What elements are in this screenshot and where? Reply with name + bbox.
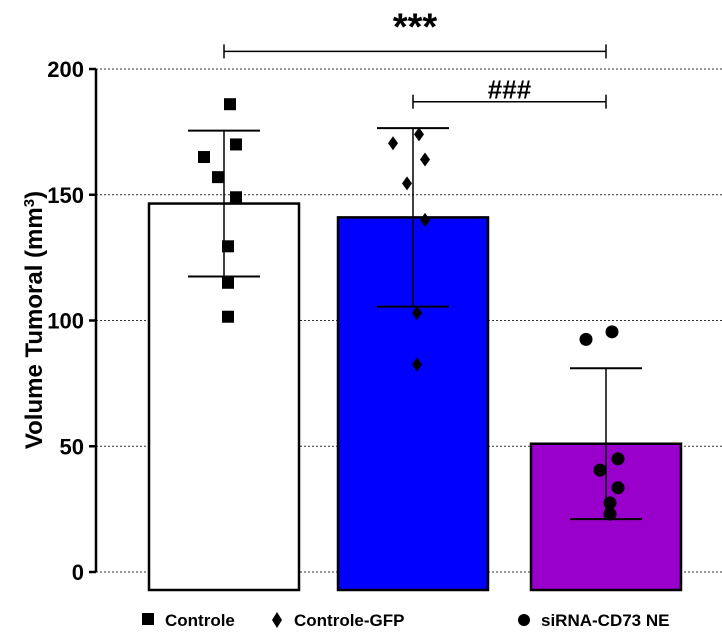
data-point [388,136,398,150]
data-point [612,481,625,494]
data-point [222,311,234,323]
y-axis-label: Volume Tumoral (mm3) [21,191,49,449]
data-point [222,277,234,289]
data-point [414,127,424,141]
data-point [612,452,625,465]
y-axis-label-main: Volume Tumoral (mm [21,207,48,449]
y-axis-label-close: ) [21,191,48,199]
data-point [224,98,236,110]
bars [149,204,681,590]
data-point [606,325,619,338]
y-axis-label-superscript: 3 [21,199,38,207]
legend: Controle Controle-GFP siRNA-CD73 NE [142,611,669,630]
legend-marker-diamond [272,612,282,628]
data-point [212,171,224,183]
data-point [402,176,412,190]
y-axis: 0 50 100 150 200 [47,57,96,585]
data-point [420,153,430,167]
y-tick-label: 200 [47,57,84,82]
data-point [604,508,617,521]
data-point [230,191,242,203]
legend-label: Controle-GFP [294,611,405,630]
data-point [580,333,593,346]
data-point [594,464,607,477]
significance-label: *** [393,6,438,48]
y-tick-label: 0 [72,560,84,585]
data-point [222,240,234,252]
y-tick-label: 100 [47,309,84,334]
significance-annotations: *** ### [224,6,606,108]
data-point [198,151,210,163]
data-point [604,496,617,509]
significance-label: ### [488,75,532,105]
y-tick-label: 150 [47,183,84,208]
y-tick-label: 50 [60,434,84,459]
legend-marker-circle [518,614,530,626]
legend-label: Controle [165,611,235,630]
data-point [230,138,242,150]
legend-label: siRNA-CD73 NE [541,611,669,630]
legend-marker-square [142,613,154,625]
